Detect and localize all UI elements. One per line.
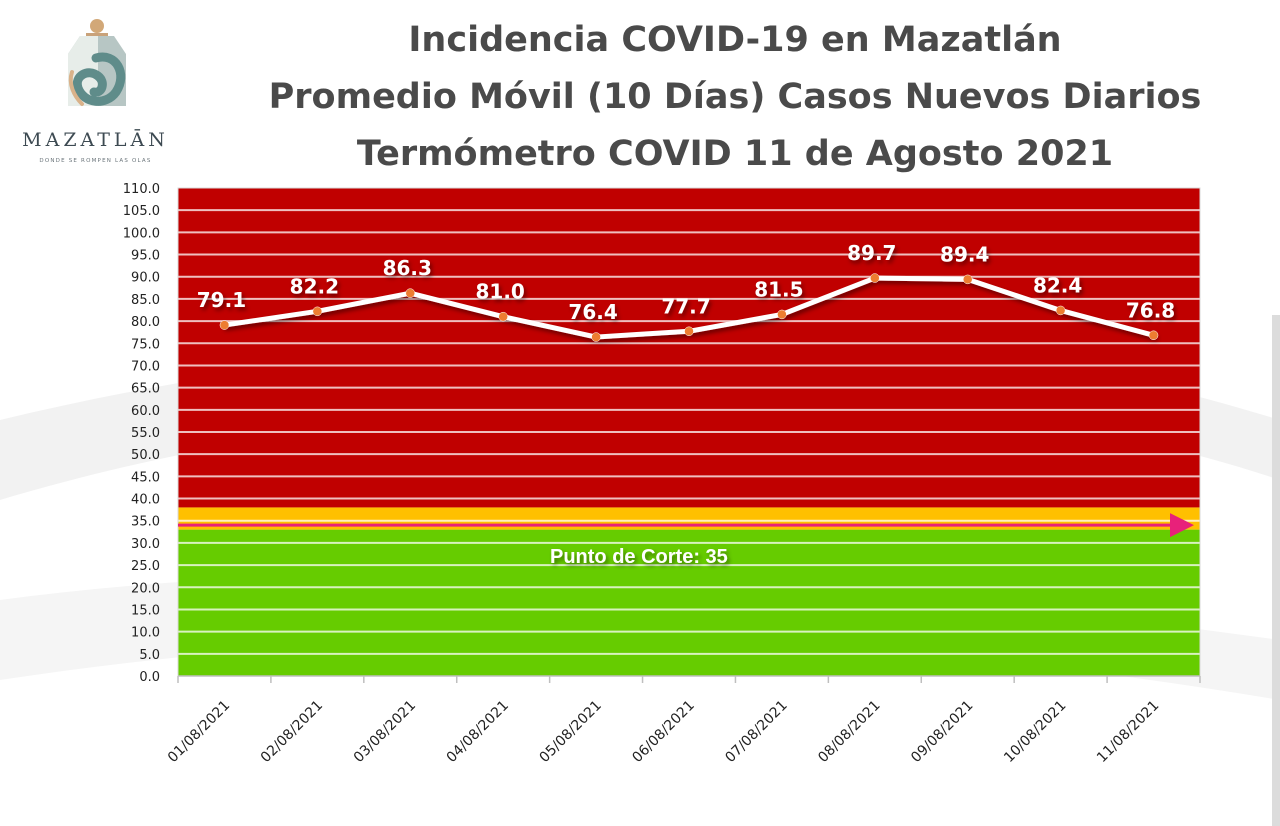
x-tick-label: 06/08/2021 <box>629 698 697 766</box>
x-tick-label: 01/08/2021 <box>165 698 233 766</box>
data-point <box>1055 305 1066 316</box>
y-tick-label: 60.0 <box>131 404 160 419</box>
data-label: 82.4 <box>1033 273 1082 297</box>
y-tick-label: 50.0 <box>131 448 160 463</box>
y-tick-label: 65.0 <box>131 382 160 397</box>
y-tick-label: 110.0 <box>123 182 160 197</box>
data-label: 79.1 <box>197 288 246 312</box>
data-point <box>1148 330 1159 341</box>
x-tick-label: 10/08/2021 <box>1001 698 1069 766</box>
y-tick-label: 70.0 <box>131 359 160 374</box>
x-tick-label: 05/08/2021 <box>537 698 605 766</box>
logo-wordmark: MAZATLĀN <box>22 129 169 151</box>
mazatlan-logo: MAZATLĀN DONDE SE ROMPEN LAS OLAS <box>18 14 173 174</box>
data-point <box>312 306 323 317</box>
data-label: 89.4 <box>940 242 989 266</box>
data-point <box>498 311 508 322</box>
data-point <box>684 326 694 337</box>
x-tick-label: 11/08/2021 <box>1094 698 1162 766</box>
y-tick-label: 80.0 <box>131 315 160 330</box>
data-point <box>777 309 787 320</box>
chart-titles: Incidencia COVID-19 en Mazatlán Promedio… <box>190 12 1280 183</box>
data-point <box>870 273 880 283</box>
chart-title: Incidencia COVID-19 en Mazatlán <box>408 20 1062 60</box>
y-tick-label: 105.0 <box>123 204 160 219</box>
data-point <box>962 274 973 285</box>
y-tick-label: 0.0 <box>139 670 160 685</box>
y-tick-label: 85.0 <box>131 293 160 308</box>
data-point <box>405 288 416 298</box>
y-tick-label: 20.0 <box>131 581 160 596</box>
y-tick-label: 95.0 <box>131 249 160 264</box>
y-tick-label: 45.0 <box>131 470 160 485</box>
y-tick-label: 100.0 <box>123 226 160 241</box>
chart-subtitle-date: Termómetro COVID 11 de Agosto 2021 <box>356 134 1114 174</box>
data-point <box>219 320 230 330</box>
data-label: 82.2 <box>290 274 339 298</box>
x-tick-label: 04/08/2021 <box>444 698 512 766</box>
data-label: 89.7 <box>847 241 896 265</box>
y-tick-label: 15.0 <box>131 603 160 618</box>
logo-tagline: DONDE SE ROMPEN LAS OLAS <box>39 158 152 164</box>
x-tick-label: 07/08/2021 <box>722 698 790 766</box>
data-label: 86.3 <box>383 256 432 280</box>
y-tick-label: 5.0 <box>139 648 160 663</box>
x-tick-label: 03/08/2021 <box>351 698 419 766</box>
data-label: 77.7 <box>661 294 710 318</box>
data-point <box>591 332 601 342</box>
threshold-label: Punto de Corte: 35 <box>550 546 728 568</box>
band-2 <box>178 188 1200 508</box>
data-label: 76.8 <box>1126 298 1175 322</box>
data-label: 81.5 <box>754 277 803 301</box>
data-label: 76.4 <box>568 300 617 324</box>
y-tick-label: 75.0 <box>131 337 160 352</box>
chart-subtitle: Promedio Móvil (10 Días) Casos Nuevos Di… <box>268 77 1202 117</box>
y-tick-label: 90.0 <box>131 271 160 286</box>
x-tick-label: 08/08/2021 <box>815 698 883 766</box>
band-0 <box>178 529 1200 676</box>
x-tick-label: 09/08/2021 <box>908 698 976 766</box>
data-label: 81.0 <box>476 280 525 304</box>
y-tick-label: 10.0 <box>131 626 160 641</box>
y-tick-label: 35.0 <box>131 515 160 530</box>
y-tick-label: 25.0 <box>131 559 160 574</box>
mazatlan-emblem-icon <box>68 19 126 106</box>
x-tick-label: 02/08/2021 <box>258 698 326 766</box>
y-tick-label: 30.0 <box>131 537 160 552</box>
y-tick-label: 40.0 <box>131 493 160 508</box>
y-tick-label: 55.0 <box>131 426 160 441</box>
